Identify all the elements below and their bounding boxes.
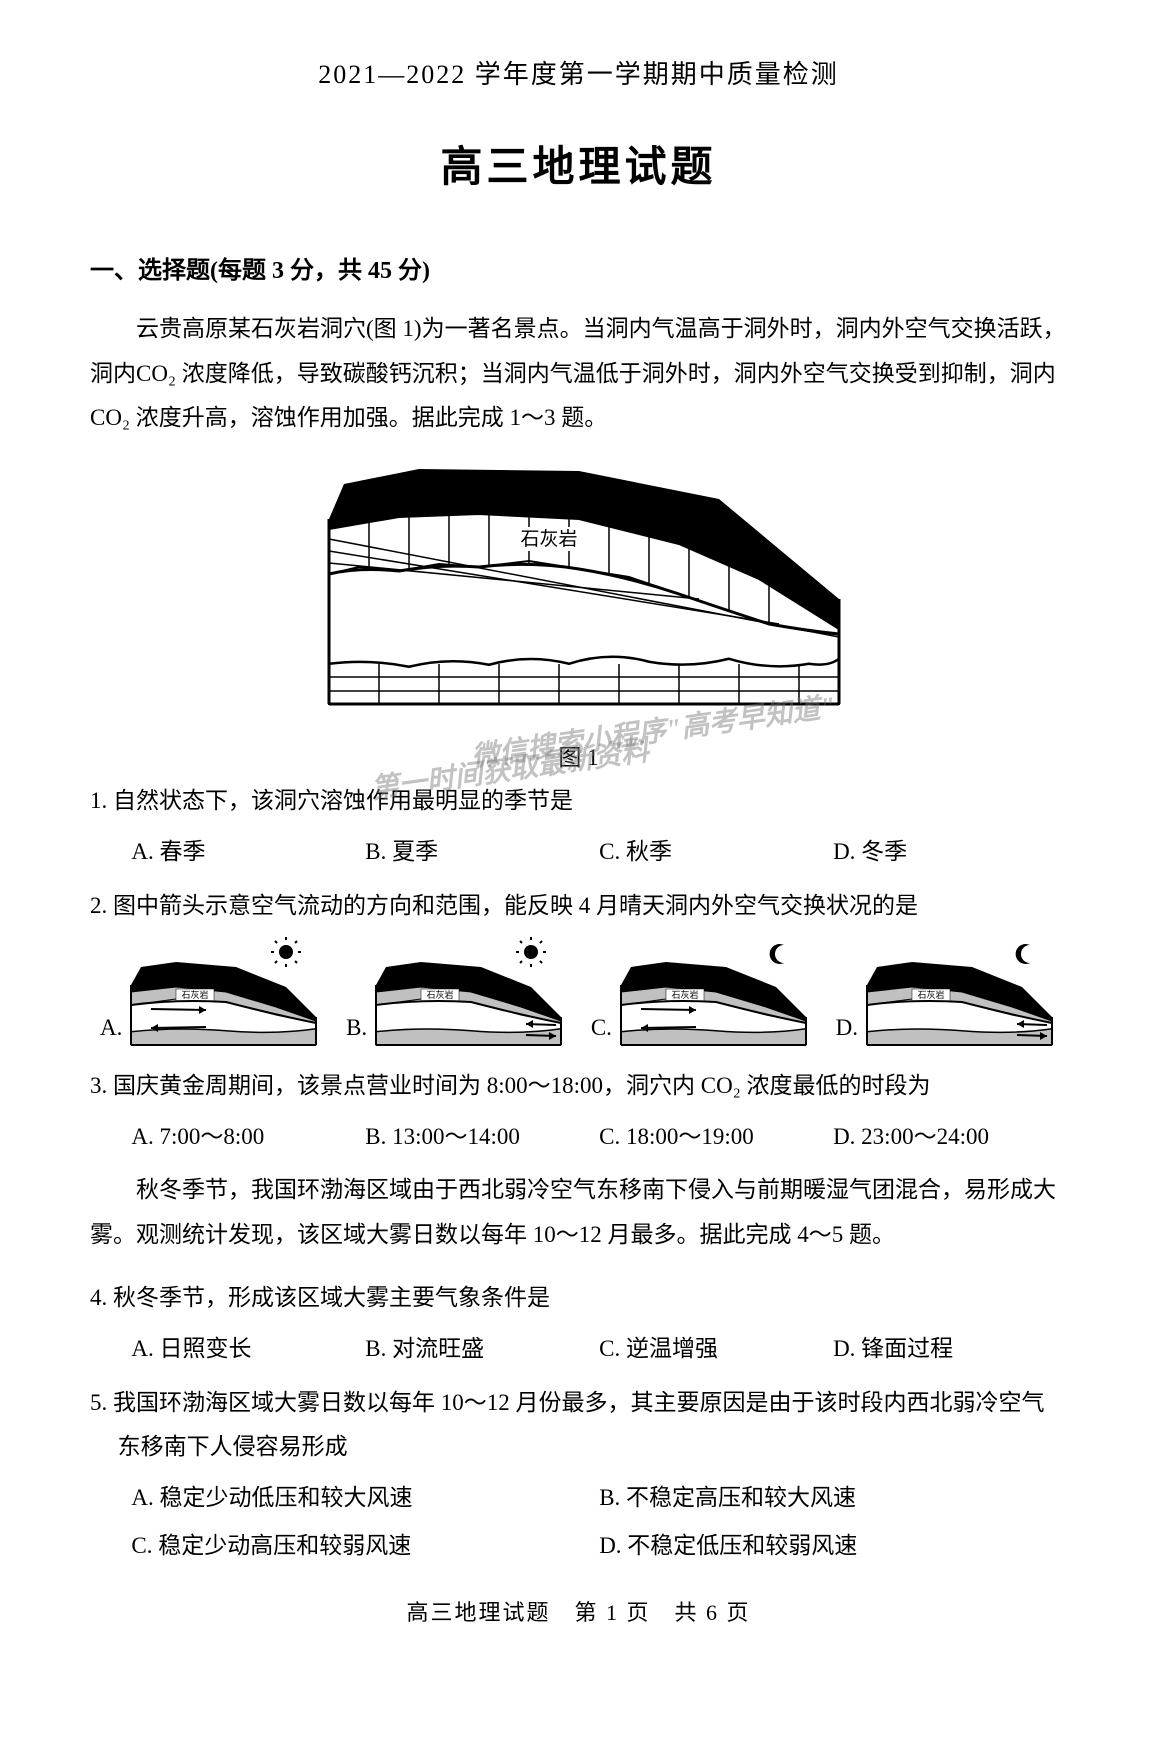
q5-opt-a: A. 稳定少动低压和较大风速 xyxy=(131,1476,599,1520)
question-1: 1. 自然状态下，该洞穴溶蚀作用最明显的季节是 xyxy=(90,779,1067,824)
question-3: 3. 国庆黄金周期间，该景点营业时间为 8:00～18:00，洞穴内 CO₂ 浓… xyxy=(90,1064,1067,1109)
passage-2: 秋冬季节，我国环渤海区域由于西北弱冷空气东移南下侵入与前期暖湿气团混合，易形成大… xyxy=(90,1168,1067,1258)
sun-icon xyxy=(271,937,301,967)
q2-opt-d: D. 石灰岩 xyxy=(836,937,1057,1052)
question-5-options: A. 稳定少动低压和较大风速 B. 不稳定高压和较大风速 C. 稳定少动高压和较… xyxy=(90,1476,1067,1571)
q4-opt-b: B. 对流旺盛 xyxy=(365,1327,599,1371)
q5-opt-d: D. 不稳定低压和较弱风速 xyxy=(599,1524,1067,1568)
q2-opt-b-label: B. xyxy=(346,1006,367,1050)
q3-opt-d: D. 23:00～24:00 xyxy=(833,1115,1067,1159)
figure-1-caption: 图 1 xyxy=(90,736,1067,780)
exam-header: 2021—2022 学年度第一学期期中质量检测 xyxy=(90,50,1067,99)
question-4-options: A. 日照变长 B. 对流旺盛 C. 逆温增强 D. 锋面过程 xyxy=(90,1327,1067,1371)
q2-opt-b: B. 石灰岩 xyxy=(346,937,566,1052)
cave-option-a: 石灰岩 xyxy=(126,937,321,1052)
q4-opt-c: C. 逆温增强 xyxy=(599,1327,833,1371)
q5-opt-b: B. 不稳定高压和较大风速 xyxy=(599,1476,1067,1520)
q3-opt-b: B. 13:00～14:00 xyxy=(365,1115,599,1159)
exam-title: 高三地理试题 xyxy=(90,129,1067,209)
q2-opt-d-label: D. xyxy=(836,1006,858,1050)
svg-text:石灰岩: 石灰岩 xyxy=(917,989,944,1000)
figure-1: 石灰岩 xyxy=(90,459,1067,730)
q3-opt-a: A. 7:00～8:00 xyxy=(131,1115,365,1159)
q5-opt-c: C. 稳定少动高压和较弱风速 xyxy=(131,1524,599,1568)
svg-text:石灰岩: 石灰岩 xyxy=(182,989,209,1000)
moon-icon xyxy=(1016,944,1030,964)
cave-diagram: 石灰岩 xyxy=(299,459,859,719)
q1-opt-a: A. 春季 xyxy=(131,830,365,874)
q4-opt-a: A. 日照变长 xyxy=(131,1327,365,1371)
svg-text:石灰岩: 石灰岩 xyxy=(671,989,698,1000)
question-5: 5. 我国环渤海区域大雾日数以每年 10～12 月份最多，其主要原因是由于该时段… xyxy=(90,1381,1067,1471)
q3-opt-c: C. 18:00～19:00 xyxy=(599,1115,833,1159)
q2-opt-c-label: C. xyxy=(591,1006,612,1050)
page-footer: 高三地理试题 第 1 页 共 6 页 xyxy=(90,1592,1067,1634)
q2-opt-a-label: A. xyxy=(100,1006,122,1050)
question-3-options: A. 7:00～8:00 B. 13:00～14:00 C. 18:00～19:… xyxy=(90,1115,1067,1159)
question-1-options: A. 春季 B. 夏季 C. 秋季 D. 冬季 xyxy=(90,830,1067,874)
question-2: 2. 图中箭头示意空气流动的方向和范围，能反映 4 月晴天洞内外空气交换状况的是 xyxy=(90,884,1067,929)
q4-opt-d: D. 锋面过程 xyxy=(833,1327,1067,1371)
q2-opt-c: C. 石灰岩 xyxy=(591,937,811,1052)
q1-opt-b: B. 夏季 xyxy=(365,830,599,874)
moon-icon xyxy=(770,944,784,964)
question-2-image-options: A. 石灰岩 xyxy=(90,937,1067,1052)
question-4: 4. 秋冬季节，形成该区域大雾主要气象条件是 xyxy=(90,1276,1067,1321)
q1-opt-c: C. 秋季 xyxy=(599,830,833,874)
sun-icon xyxy=(516,937,546,967)
section-header: 一、选择题(每题 3 分，共 45 分) xyxy=(90,249,1067,295)
svg-text:石灰岩: 石灰岩 xyxy=(427,989,454,1000)
q1-opt-d: D. 冬季 xyxy=(833,830,1067,874)
cave-option-c: 石灰岩 xyxy=(616,937,811,1052)
passage-1: 云贵高原某石灰岩洞穴(图 1)为一著名景点。当洞内气温高于洞外时，洞内外空气交换… xyxy=(90,307,1067,442)
figure-label: 石灰岩 xyxy=(520,528,577,550)
cave-option-d: 石灰岩 xyxy=(862,937,1057,1052)
q2-opt-a: A. 石灰岩 xyxy=(100,937,321,1052)
cave-option-b: 石灰岩 xyxy=(371,937,566,1052)
